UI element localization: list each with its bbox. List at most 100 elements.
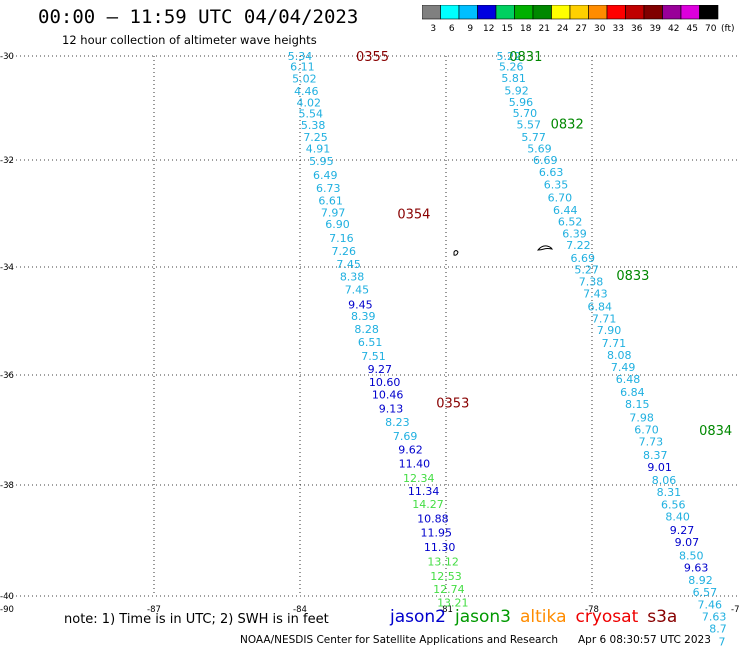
colorbar-tick-label: 9 xyxy=(467,24,473,34)
swh-value: 7.69 xyxy=(393,430,418,443)
swh-value: 6.61 xyxy=(318,195,343,208)
swh-value: 5.96 xyxy=(509,96,534,109)
swh-value: 11.40 xyxy=(399,458,431,471)
swh-value: 5.22 xyxy=(497,50,522,63)
footnote: note: 1) Time is in UTC; 2) SWH is in fe… xyxy=(64,612,329,627)
swh-value: 10.60 xyxy=(369,376,401,389)
pass-time-label: 0833 xyxy=(616,269,649,284)
x-tick-label: -75 xyxy=(731,605,740,615)
colorbar-tick-label: 36 xyxy=(631,24,643,34)
swh-value: 5.38 xyxy=(301,119,326,132)
swh-value: 4.91 xyxy=(306,143,331,156)
swh-value: 12.53 xyxy=(430,570,462,583)
swh-value: 9.13 xyxy=(379,403,404,416)
swh-value: 13.12 xyxy=(427,556,459,569)
swh-value: 8.31 xyxy=(657,486,682,499)
swh-value: 7.73 xyxy=(639,436,664,449)
swh-value: 7.45 xyxy=(336,258,361,271)
swh-value: 6.90 xyxy=(325,218,350,231)
island-large xyxy=(536,245,553,251)
wave-height-values: 5.346.115.024.464.025.545.387.254.915.95… xyxy=(288,50,727,649)
swh-value: 6.73 xyxy=(316,182,341,195)
swh-value: 12.34 xyxy=(403,472,435,485)
swh-value: 8.08 xyxy=(607,349,632,362)
x-tick-label: -87 xyxy=(147,605,161,615)
swh-value: 9.07 xyxy=(675,536,700,549)
swh-value: 5.26 xyxy=(499,60,524,73)
swh-value: 11.95 xyxy=(421,527,453,540)
swh-value: 6.57 xyxy=(693,586,718,599)
swh-value: 7.63 xyxy=(702,610,727,623)
chart-subtitle: 12 hour collection of altimeter wave hei… xyxy=(62,33,317,47)
swh-value: 8.38 xyxy=(340,271,365,284)
swh-value: 13.21 xyxy=(437,597,469,610)
x-tick-label: -84 xyxy=(293,605,307,615)
swh-value: 7.46 xyxy=(698,598,723,611)
pass-time-label: 0355 xyxy=(356,50,389,65)
swh-value: 12.74 xyxy=(433,583,465,596)
swh-value: 8.15 xyxy=(625,398,650,411)
swh-value: 6.51 xyxy=(358,336,383,349)
swh-value: 6.49 xyxy=(313,169,338,182)
swh-value: 9.62 xyxy=(398,443,423,456)
swh-value: 8.40 xyxy=(665,511,690,524)
y-tick-label: -38 xyxy=(0,481,14,491)
colorbar-tick-label: 21 xyxy=(539,24,550,34)
pass-time-label: 0832 xyxy=(551,118,584,133)
colorbar-tick-label: 30 xyxy=(594,24,606,34)
swh-value: 6.69 xyxy=(571,252,596,265)
swh-value: 6.69 xyxy=(533,154,558,167)
swh-value: 5.02 xyxy=(292,72,317,85)
x-tick-label: -90 xyxy=(0,605,14,615)
pass-time-labels: 0355 0354 0353 0831 0832 0833 0834 xyxy=(356,50,732,439)
swh-value: 11.30 xyxy=(424,541,456,554)
swh-value: 7.26 xyxy=(332,245,357,258)
swh-value: 7.16 xyxy=(329,232,354,245)
pass-time-label: 0353 xyxy=(436,397,469,412)
swh-value: 7.71 xyxy=(592,312,617,325)
y-tick-label: -34 xyxy=(0,263,14,273)
swh-value: 7.71 xyxy=(602,337,627,350)
x-tick-label: -81 xyxy=(439,605,453,615)
swh-value: 6.39 xyxy=(562,227,587,240)
swh-value: 5.70 xyxy=(513,107,538,120)
swh-value: 6.70 xyxy=(634,423,659,436)
swh-value: 6.56 xyxy=(661,498,686,511)
colorbar-tick-label: 27 xyxy=(576,24,587,34)
swh-value: 8.28 xyxy=(354,323,379,336)
swh-value: 9.01 xyxy=(647,461,672,474)
colorbar-tick-label: 18 xyxy=(520,24,532,34)
colorbar-tick-label: 42 xyxy=(668,24,679,34)
swh-value: 5.92 xyxy=(504,84,529,97)
swh-value: 9.45 xyxy=(348,298,373,311)
colorbar-tick-label: 15 xyxy=(502,24,513,34)
credit-line: NOAA/NESDIS Center for Satellite Applica… xyxy=(240,634,711,646)
colorbar-tick-label: 12 xyxy=(483,24,494,34)
swh-value: 7.25 xyxy=(303,131,328,144)
swh-value: 11.34 xyxy=(408,485,440,498)
swh-value: 9.27 xyxy=(670,524,695,537)
swh-value: 7.22 xyxy=(566,239,591,252)
swh-value: 8.92 xyxy=(688,574,713,587)
mission-legend-item: jason3 xyxy=(455,607,511,627)
swh-value: 5.57 xyxy=(516,119,541,132)
y-tick-label: -36 xyxy=(0,371,14,381)
colorbar-tick-label: 6 xyxy=(449,24,455,34)
swh-value: 4.46 xyxy=(294,85,319,98)
swh-value: 8.50 xyxy=(679,549,704,562)
swh-value: 5.95 xyxy=(309,155,334,168)
swh-value: 8.23 xyxy=(385,416,410,429)
x-tick-label: -78 xyxy=(585,605,599,615)
swh-value: 6.84 xyxy=(620,386,645,399)
swh-value: 6.11 xyxy=(290,60,315,73)
swh-value: 6.44 xyxy=(553,204,578,217)
y-tick-label: -40 xyxy=(0,592,14,602)
coastline-features xyxy=(453,245,553,256)
swh-value: 6.70 xyxy=(548,191,573,204)
swh-value: 7 xyxy=(718,636,725,649)
swh-value: 7.43 xyxy=(583,287,608,300)
pass-time-label: 0831 xyxy=(509,50,542,65)
swh-value: 7.49 xyxy=(611,361,636,374)
colorbar-tick-label: 3 xyxy=(430,24,436,34)
